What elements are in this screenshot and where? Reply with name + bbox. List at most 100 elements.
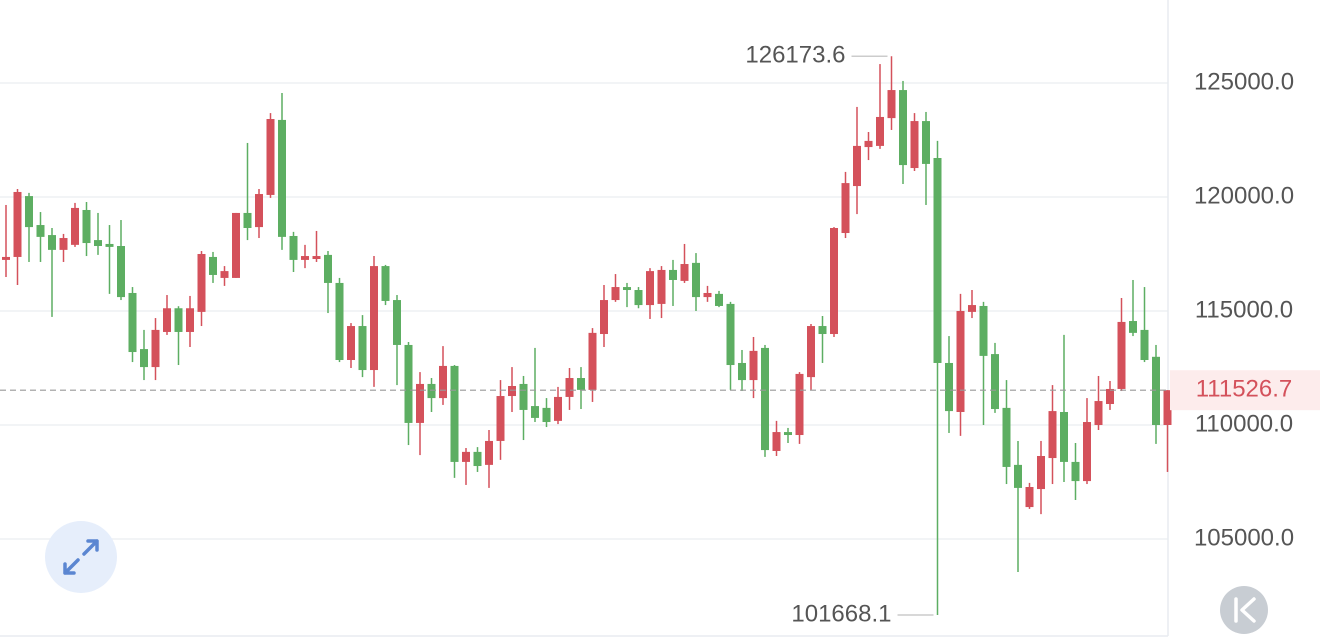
overlay: 126173.6 101668.1 111526.7	[0, 42, 1320, 627]
candle-body	[519, 383, 528, 410]
expand-button[interactable]	[45, 521, 117, 593]
candle-body	[726, 303, 735, 366]
candle-body	[1014, 464, 1022, 488]
candle-body	[1048, 411, 1057, 459]
expand-icon[interactable]	[63, 539, 99, 575]
candle-body	[600, 300, 608, 335]
y-tick-label: 110000.0	[1195, 410, 1293, 437]
candle-body	[439, 365, 447, 399]
candle-body	[784, 432, 792, 436]
candle-body	[59, 238, 68, 250]
candle-body	[669, 269, 677, 280]
min-label: 101668.1	[791, 600, 891, 627]
candle-body	[71, 207, 79, 245]
candle-body	[1060, 411, 1068, 462]
candle-body	[508, 386, 516, 397]
candle-body	[991, 354, 999, 410]
candle-body	[1083, 422, 1091, 482]
candle-body	[1025, 487, 1034, 508]
candle-body	[266, 119, 275, 195]
y-tick-label: 115000.0	[1195, 296, 1293, 323]
candle-body	[956, 310, 965, 412]
candle-body	[945, 362, 953, 412]
candle-body	[968, 305, 976, 312]
candle-body	[933, 158, 942, 363]
y-tick-label: 125000.0	[1194, 68, 1294, 95]
candle-body	[715, 293, 723, 306]
candle-body	[416, 383, 424, 423]
candle-body	[910, 121, 919, 169]
candle-body	[301, 256, 309, 260]
reset-button[interactable]	[1220, 586, 1268, 634]
candle-body	[450, 365, 459, 462]
candle-body	[565, 378, 574, 397]
y-tick-label: 120000.0	[1194, 182, 1294, 209]
y-tick-label: 105000.0	[1194, 524, 1294, 551]
candle-body	[841, 183, 850, 234]
candle-body	[795, 373, 804, 436]
candle-body	[864, 140, 873, 148]
candle-body	[427, 383, 436, 399]
candle-body	[186, 308, 194, 332]
candle-body	[94, 240, 102, 247]
candle-body	[209, 256, 217, 275]
candle-body	[680, 264, 689, 281]
candle-body	[818, 326, 827, 335]
candle-body	[623, 287, 631, 291]
candle-body	[1152, 356, 1160, 425]
candle-body	[128, 292, 137, 353]
candle-body	[703, 292, 712, 298]
candle-body	[25, 196, 33, 228]
candle-body	[979, 305, 988, 356]
candle-body	[462, 451, 470, 462]
candle-body	[163, 308, 171, 332]
candle-body	[151, 329, 160, 368]
candle-body	[807, 326, 815, 378]
candle-body	[830, 227, 838, 335]
candles	[2, 56, 1172, 615]
candle-body	[485, 440, 493, 465]
candle-body	[496, 396, 505, 441]
candle-body	[335, 282, 344, 361]
candle-body	[48, 235, 56, 250]
candle-body	[577, 378, 585, 390]
reset-icon[interactable]	[1234, 597, 1256, 623]
candle-body	[370, 266, 378, 371]
candle-body	[393, 300, 401, 345]
candle-body	[531, 406, 539, 418]
candle-body	[853, 145, 861, 187]
candle-body	[312, 256, 321, 260]
candle-body	[243, 212, 252, 228]
candle-body	[36, 225, 45, 237]
candle-body	[1163, 390, 1172, 425]
expand-button-bg[interactable]	[45, 521, 117, 593]
candle-body	[761, 347, 769, 451]
max-label: 126173.6	[745, 42, 845, 69]
candle-body	[174, 308, 183, 332]
candle-body	[105, 243, 114, 247]
candle-body	[611, 287, 620, 301]
candle-body	[278, 119, 286, 237]
candle-body	[347, 326, 355, 361]
candle-body	[255, 194, 263, 228]
candle-body	[1106, 388, 1114, 405]
candle-body	[1140, 329, 1149, 361]
candle-body	[749, 350, 758, 381]
candle-body	[82, 209, 91, 244]
candle-body	[554, 396, 562, 421]
candle-body	[324, 254, 332, 283]
candle-body	[1002, 407, 1011, 467]
candle-body	[772, 432, 781, 451]
candle-body	[1037, 455, 1045, 490]
last-price-label: 111526.7	[1196, 376, 1293, 403]
candle-body	[13, 191, 22, 257]
candle-body	[646, 271, 654, 306]
candle-body	[1094, 401, 1103, 425]
candle-body	[289, 235, 298, 260]
candle-body	[381, 266, 390, 301]
candle-body	[1117, 321, 1126, 389]
candle-body	[657, 269, 666, 304]
candle-body	[542, 407, 551, 423]
